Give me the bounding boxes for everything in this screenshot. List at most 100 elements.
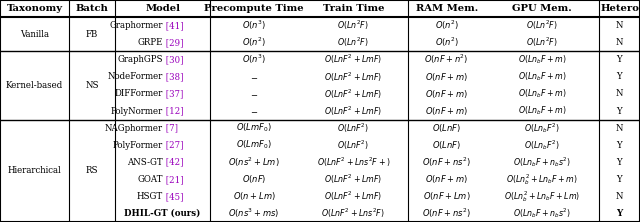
Text: $O(Ln^2F)$: $O(Ln^2F)$: [337, 36, 369, 49]
Text: FB: FB: [86, 30, 99, 39]
Text: GraphGPS: GraphGPS: [117, 55, 163, 64]
Text: [38]: [38]: [163, 72, 183, 81]
Text: Y: Y: [616, 209, 623, 218]
Text: Batch: Batch: [76, 4, 109, 13]
Text: PolyFormer [27]: PolyFormer [27]: [127, 141, 198, 150]
Text: $O(Ln^2F)$: $O(Ln^2F)$: [526, 36, 558, 49]
Text: $O(Ln_bF+m)$: $O(Ln_bF+m)$: [518, 105, 566, 117]
Text: Graphormer [41]: Graphormer [41]: [125, 21, 200, 30]
Text: $O(nF+ns^2)$: $O(nF+ns^2)$: [422, 207, 471, 220]
Text: Vanilla: Vanilla: [20, 30, 49, 39]
Text: Model: Model: [145, 4, 180, 13]
Text: $O(nF+m)$: $O(nF+m)$: [425, 173, 468, 185]
Text: [41]: [41]: [163, 21, 183, 30]
Text: $O(LnF^2+LmF)$: $O(LnF^2+LmF)$: [324, 190, 383, 203]
Text: RAM Mem.: RAM Mem.: [415, 4, 478, 13]
Text: $O(ns^3+ms)$: $O(ns^3+ms)$: [228, 207, 280, 220]
Text: $O(LnF^2+LmF)$: $O(LnF^2+LmF)$: [324, 87, 383, 101]
Text: $O(ns^2+Lm)$: $O(ns^2+Lm)$: [228, 156, 280, 169]
Text: DIFFormer [37]: DIFFormer [37]: [128, 89, 197, 98]
Text: GOAT: GOAT: [137, 175, 163, 184]
Text: PolyNormer [12]: PolyNormer [12]: [126, 107, 199, 115]
Text: Y: Y: [617, 55, 622, 64]
Text: Kernel-based: Kernel-based: [6, 81, 63, 90]
Text: $O(nF+n^2)$: $O(nF+n^2)$: [424, 53, 469, 66]
Text: $O(n^3)$: $O(n^3)$: [242, 53, 266, 66]
Text: $O(LnF^2+Lns^2F)$: $O(LnF^2+Lns^2F)$: [321, 207, 385, 220]
Text: [27]: [27]: [163, 141, 183, 150]
Text: $O(nF+m)$: $O(nF+m)$: [425, 88, 468, 100]
Text: ANS-GT [42]: ANS-GT [42]: [134, 158, 191, 167]
Text: $O(Ln_b^2+Ln_bF+Lm)$: $O(Ln_b^2+Ln_bF+Lm)$: [504, 189, 580, 204]
Text: [7]: [7]: [163, 124, 177, 133]
Text: $O(Ln_bF^2)$: $O(Ln_bF^2)$: [524, 121, 560, 135]
Text: N: N: [616, 192, 623, 201]
Text: Precompute Time: Precompute Time: [204, 4, 304, 13]
Text: $O(nF+ns^2)$: $O(nF+ns^2)$: [422, 156, 471, 169]
Text: $O(Ln_bF+n_bs^2)$: $O(Ln_bF+n_bs^2)$: [513, 155, 571, 169]
Text: $O(Ln_bF+m)$: $O(Ln_bF+m)$: [518, 88, 566, 100]
Text: $O(nF)$: $O(nF)$: [242, 173, 266, 185]
Text: $O(LnF^2+LmF)$: $O(LnF^2+LmF)$: [324, 104, 383, 118]
Text: $O(Ln_b^2+Ln_bF+m)$: $O(Ln_b^2+Ln_bF+m)$: [506, 172, 578, 187]
Text: $O(Ln^2F)$: $O(Ln^2F)$: [337, 19, 369, 32]
Text: NAGphormer: NAGphormer: [104, 124, 163, 133]
Text: NodeFormer [38]: NodeFormer [38]: [125, 72, 200, 81]
Text: $O(Ln_bF+m)$: $O(Ln_bF+m)$: [518, 54, 566, 66]
Text: $-$: $-$: [250, 90, 258, 98]
Text: GraphGPS [30]: GraphGPS [30]: [129, 55, 196, 64]
Text: $-$: $-$: [250, 73, 258, 81]
Text: Hetero: Hetero: [600, 4, 639, 13]
Text: DIFFormer: DIFFormer: [114, 89, 163, 98]
Text: $O(LnF)$: $O(LnF)$: [432, 139, 461, 151]
Text: $O(LmF_0)$: $O(LmF_0)$: [236, 139, 272, 151]
Text: ANS-GT: ANS-GT: [127, 158, 163, 167]
Text: NodeFormer: NodeFormer: [107, 72, 163, 81]
Text: PolyFormer: PolyFormer: [112, 141, 163, 150]
Text: $O(LnF^2)$: $O(LnF^2)$: [337, 121, 369, 135]
Text: GRPE [29]: GRPE [29]: [140, 38, 186, 47]
Text: $O(n^2)$: $O(n^2)$: [435, 36, 459, 49]
Text: $O(LnF^2)$: $O(LnF^2)$: [337, 139, 369, 152]
Text: $O(LmF_0)$: $O(LmF_0)$: [236, 122, 272, 134]
Text: [42]: [42]: [163, 158, 183, 167]
Text: N: N: [616, 38, 623, 47]
Text: Graphormer: Graphormer: [109, 21, 163, 30]
Text: HSGT [45]: HSGT [45]: [139, 192, 186, 201]
Text: $O(nF+Lm)$: $O(nF+Lm)$: [423, 190, 470, 202]
Text: Y: Y: [617, 107, 622, 115]
Text: GRPE: GRPE: [137, 38, 163, 47]
Text: Y: Y: [617, 141, 622, 150]
Text: $O(nF+m)$: $O(nF+m)$: [425, 71, 468, 83]
Text: [29]: [29]: [163, 38, 183, 47]
Text: $O(Ln_bF^2)$: $O(Ln_bF^2)$: [524, 138, 560, 152]
Text: N: N: [616, 124, 623, 133]
Text: GOAT [21]: GOAT [21]: [140, 175, 186, 184]
Text: $O(LnF^2+LmF)$: $O(LnF^2+LmF)$: [324, 53, 383, 66]
Text: [12]: [12]: [163, 107, 183, 115]
Text: $O(Ln_bF+m)$: $O(Ln_bF+m)$: [518, 71, 566, 83]
Text: HSGT: HSGT: [136, 192, 163, 201]
Text: Train Time: Train Time: [323, 4, 384, 13]
Text: $O(n^3)$: $O(n^3)$: [242, 19, 266, 32]
Text: Y: Y: [617, 158, 622, 167]
Text: [30]: [30]: [163, 55, 183, 64]
Text: Y: Y: [617, 72, 622, 81]
Text: $O(n+Lm)$: $O(n+Lm)$: [233, 190, 275, 202]
Text: GPU Mem.: GPU Mem.: [512, 4, 572, 13]
Text: $O(n^2)$: $O(n^2)$: [435, 19, 459, 32]
Text: [45]: [45]: [163, 192, 183, 201]
Text: $O(n^2)$: $O(n^2)$: [242, 36, 266, 49]
Text: N: N: [616, 21, 623, 30]
Text: $O(LnF^2+LmF)$: $O(LnF^2+LmF)$: [324, 70, 383, 83]
Text: $O(LnF)$: $O(LnF)$: [432, 122, 461, 134]
Text: NAGphormer [7]: NAGphormer [7]: [126, 124, 199, 133]
Text: $O(Ln^2F)$: $O(Ln^2F)$: [526, 19, 558, 32]
Text: $O(LnF^2+Lns^2F+)$: $O(LnF^2+Lns^2F+)$: [317, 156, 390, 169]
Text: RS: RS: [86, 166, 99, 175]
Text: PolyNormer: PolyNormer: [110, 107, 163, 115]
Text: $O(nF+m)$: $O(nF+m)$: [425, 105, 468, 117]
Text: DHIL-GT (ours): DHIL-GT (ours): [124, 209, 201, 218]
Text: $O(Ln_bF+n_bs^2)$: $O(Ln_bF+n_bs^2)$: [513, 206, 571, 220]
Text: Hierarchical: Hierarchical: [8, 166, 61, 175]
